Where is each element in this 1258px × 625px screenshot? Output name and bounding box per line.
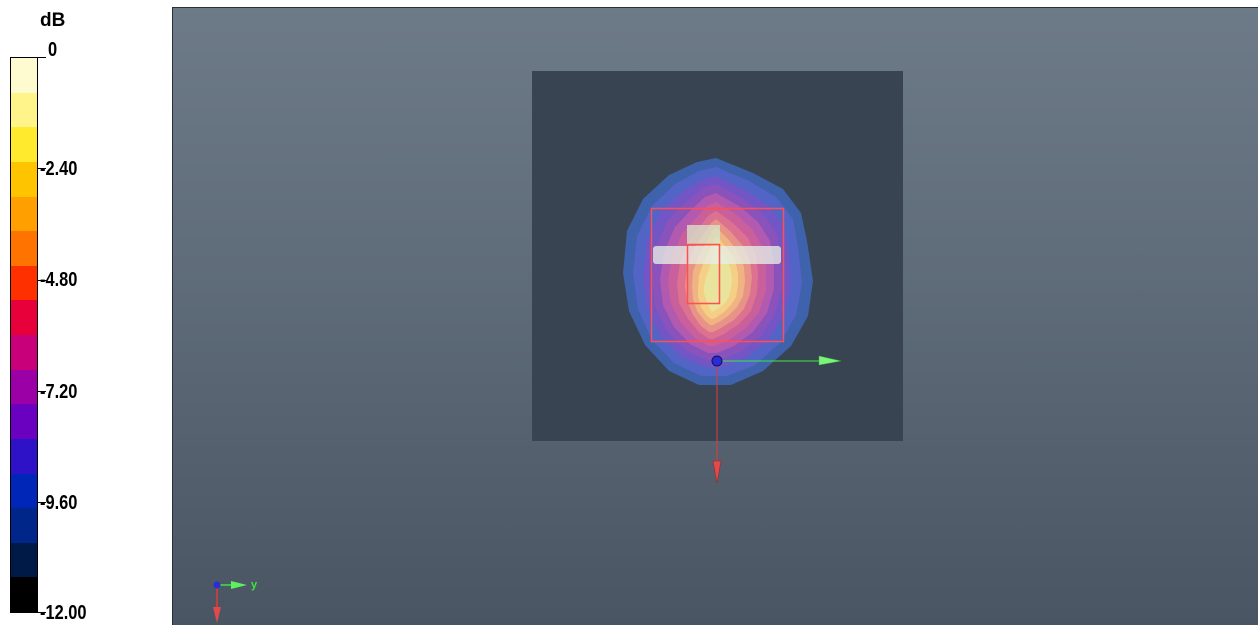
local-x-axis-arrowhead [712, 460, 722, 484]
feed-line [653, 246, 781, 264]
legend-label-2: -4.80 [40, 269, 78, 291]
local-origin-marker [711, 355, 723, 367]
legend-color-segment [11, 542, 37, 578]
legend-color-segment [11, 438, 37, 474]
legend-label-1: -2.40 [40, 158, 78, 180]
legend-color-segment [11, 473, 37, 509]
inner-bounding-box [686, 243, 721, 305]
triad-x-arrowhead [213, 607, 221, 623]
legend-color-segment [11, 369, 37, 405]
legend-color-segment [11, 508, 37, 543]
triad-y-label: y [251, 579, 258, 591]
legend-tick [38, 168, 46, 169]
legend-label-5: -12.00 [40, 602, 87, 624]
legend-tick [38, 612, 46, 613]
legend-color-segment [11, 196, 37, 232]
local-coordinate-axes [711, 355, 842, 484]
legend-color-segment [11, 300, 37, 335]
feed-pad [687, 225, 720, 245]
scene-canvas: y [213, 71, 903, 623]
legend-color-bar [10, 57, 38, 613]
legend-tick [38, 280, 46, 281]
legend-color-segment [11, 577, 37, 612]
legend-tick [38, 502, 46, 503]
legend-label-0: 0 [48, 39, 58, 61]
color-legend: dB 0 -2.40 -4.80 -7.20 -9.60 -12.00 [0, 0, 172, 625]
local-y-axis-arrowhead [818, 355, 842, 366]
legend-color-segment [11, 335, 37, 370]
triad-y-arrowhead [231, 581, 247, 589]
legend-color-segment [11, 404, 37, 439]
legend-color-segment [11, 92, 37, 128]
outer-bounding-box [650, 207, 785, 343]
legend-color-segment [11, 127, 37, 162]
legend-unit-label: dB [40, 10, 66, 31]
legend-tick [38, 391, 46, 392]
legend-color-segment [11, 58, 37, 93]
orientation-triad: y [213, 579, 258, 623]
legend-color-segment [11, 265, 37, 301]
triad-z-axis [213, 581, 221, 589]
legend-tick [38, 57, 46, 58]
legend-label-3: -7.20 [40, 381, 78, 403]
legend-color-segment [11, 161, 37, 197]
legend-color-segment [11, 231, 37, 266]
legend-label-4: -9.60 [40, 492, 78, 514]
3d-viewport[interactable]: y [172, 7, 1258, 625]
